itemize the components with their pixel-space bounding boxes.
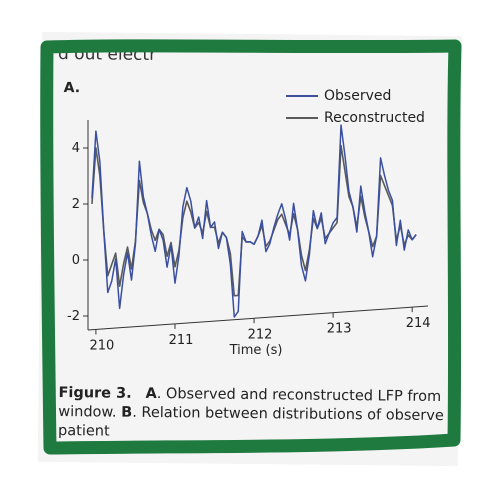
x-tick-label: 214 [406,316,431,331]
x-tick-label: 210 [89,338,114,353]
y-tick-label: 0 [72,253,80,268]
x-tick-label: 213 [327,322,352,337]
y-tick-label: -2 [67,309,80,324]
legend-label-reconstructed: Reconstructed [324,110,425,126]
x-tick-label: 211 [169,333,194,348]
series-line-observed [91,124,417,318]
legend-label-observed: Observed [324,88,391,104]
x-tick-label: 212 [248,327,273,342]
x-axis-label: Time (s) [229,343,283,358]
y-tick-label: 4 [72,141,80,156]
y-tick-label: 2 [72,197,80,212]
